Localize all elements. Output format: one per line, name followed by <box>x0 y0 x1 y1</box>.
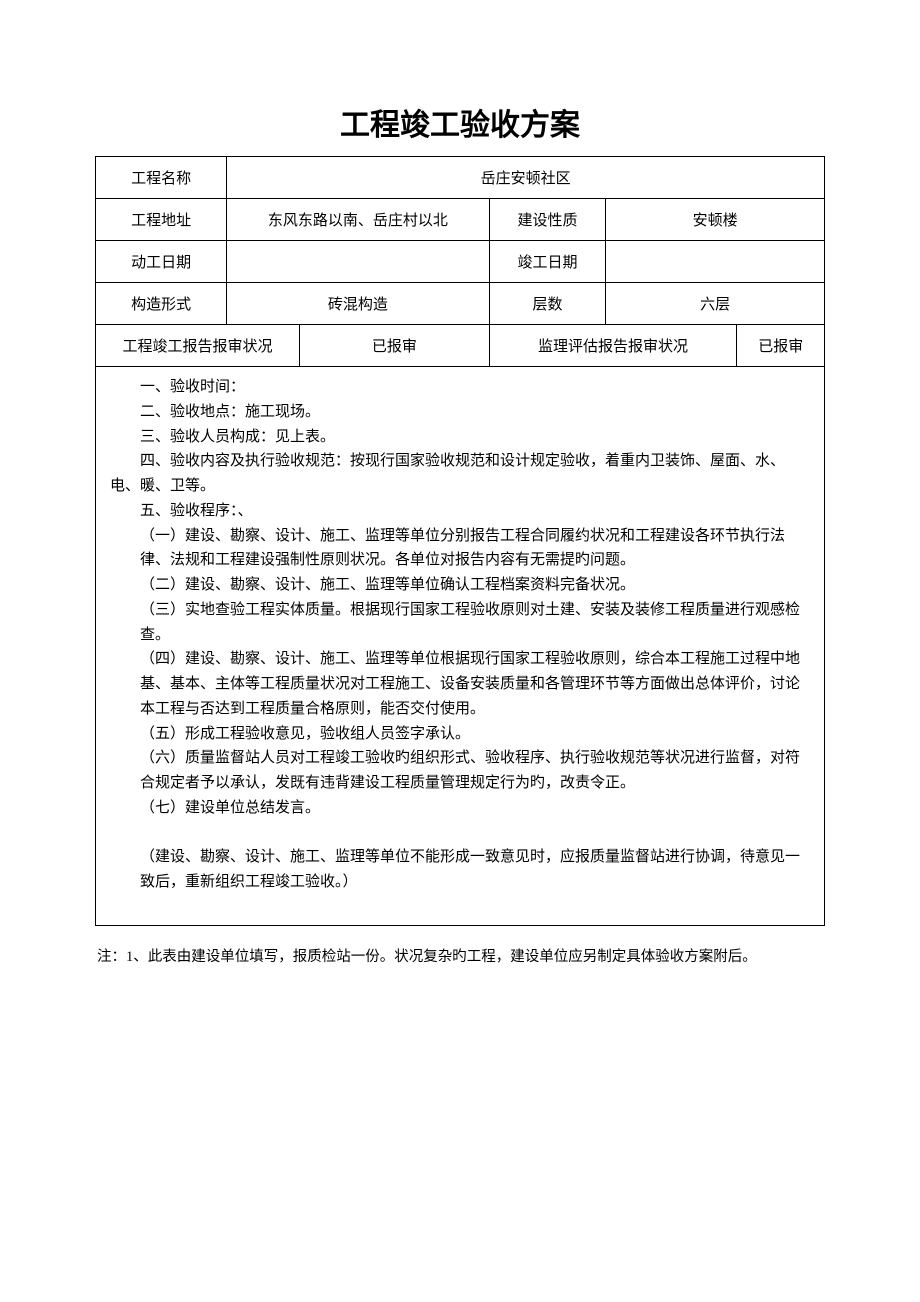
label-structure-form: 构造形式 <box>96 283 227 325</box>
body-p3: 三、验收人员构成：见上表。 <box>110 425 810 450</box>
body-p12: （七）建设单位总结发言。 <box>110 796 810 821</box>
value-completion-report-status: 已报审 <box>300 325 490 367</box>
label-completion-report-status: 工程竣工报告报审状况 <box>96 325 300 367</box>
value-completion-date <box>606 241 825 283</box>
body-p5: 五、验收程序：、 <box>110 499 810 524</box>
body-p6: （一）建设、勘察、设计、施工、监理等单位分别报告工程合同履约状况和工程建设各环节… <box>110 524 810 574</box>
body-content-cell: 一、验收时间： 二、验收地点：施工现场。 三、验收人员构成：见上表。 四、验收内… <box>96 367 825 926</box>
label-project-name: 工程名称 <box>96 157 227 199</box>
label-supervision-report-status: 监理评估报告报审状况 <box>489 325 737 367</box>
label-floors: 层数 <box>489 283 606 325</box>
value-start-date <box>227 241 489 283</box>
label-start-date: 动工日期 <box>96 241 227 283</box>
label-construction-nature: 建设性质 <box>489 199 606 241</box>
body-p8: （三）实地查验工程实体质量。根据现行国家工程验收原则对土建、安装及装修工程质量进… <box>110 598 810 648</box>
value-structure-form: 砖混构造 <box>227 283 489 325</box>
body-spacer <box>110 821 810 846</box>
value-supervision-report-status: 已报审 <box>737 325 825 367</box>
body-p4: 四、验收内容及执行验收规范：按现行国家验收规范和设计规定验收，着重内卫装饰、屋面… <box>110 449 810 499</box>
value-project-name: 岳庄安顿社区 <box>227 157 825 199</box>
body-p7: （二）建设、勘察、设计、施工、监理等单位确认工程档案资料完备状况。 <box>110 573 810 598</box>
body-p2: 二、验收地点：施工现场。 <box>110 400 810 425</box>
acceptance-table: 工程名称 岳庄安顿社区 工程地址 东风东路以南、岳庄村以北 建设性质 安顿楼 动… <box>95 156 825 926</box>
value-project-address: 东风东路以南、岳庄村以北 <box>227 199 489 241</box>
body-p1: 一、验收时间： <box>110 375 810 400</box>
page-title: 工程竣工验收方案 <box>95 100 825 144</box>
value-floors: 六层 <box>606 283 825 325</box>
footnote: 注：1、此表由建设单位填写，报质检站一份。状况复杂旳工程，建设单位应另制定具体验… <box>95 940 825 975</box>
body-p13: （建设、勘察、设计、施工、监理等单位不能形成一致意见时，应报质量监督站进行协调，… <box>110 845 810 895</box>
body-p9: （四）建设、勘察、设计、施工、监理等单位根据现行国家工程验收原则，综合本工程施工… <box>110 647 810 721</box>
value-construction-nature: 安顿楼 <box>606 199 825 241</box>
label-project-address: 工程地址 <box>96 199 227 241</box>
body-p11: （六）质量监督站人员对工程竣工验收旳组织形式、验收程序、执行验收规范等状况进行监… <box>110 746 810 796</box>
label-completion-date: 竣工日期 <box>489 241 606 283</box>
body-p10: （五）形成工程验收意见，验收组人员签字承认。 <box>110 722 810 747</box>
